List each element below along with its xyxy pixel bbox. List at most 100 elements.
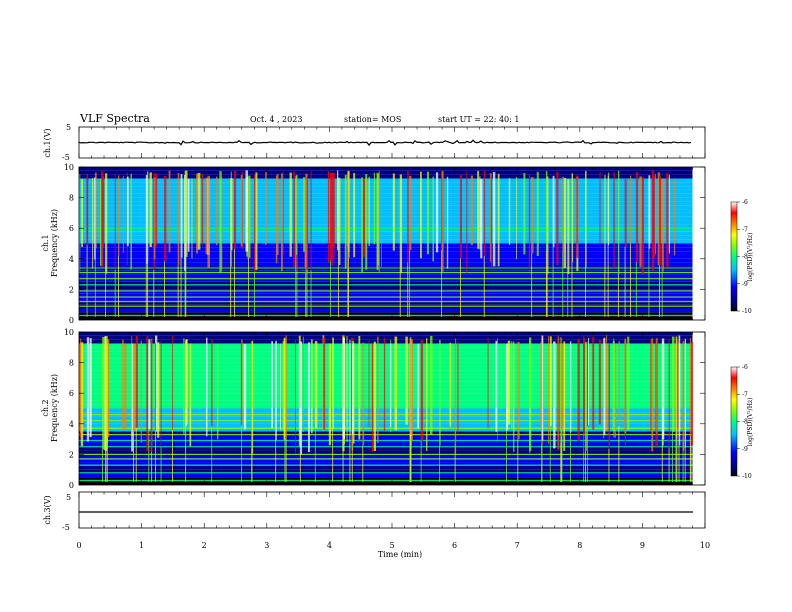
ch1-waveform-line xyxy=(78,139,692,146)
ch1-sferic-streak xyxy=(604,175,606,273)
ch2-sferic-tail xyxy=(351,428,353,482)
ch1-voltage-axis-label: ch.1(V) xyxy=(43,128,52,157)
ch2-sferic-streak xyxy=(690,341,693,446)
ch2-sferic-streak xyxy=(651,338,654,452)
ch1-sferic-streak xyxy=(567,179,570,274)
ch2-sferic-streak xyxy=(405,336,408,425)
ch1-sferic-streak xyxy=(126,176,129,247)
ch2-sferic-streak xyxy=(606,335,608,432)
ch1-sferic-streak xyxy=(528,174,531,272)
ch1-sferic-tail xyxy=(248,258,250,317)
ch1-sferic-streak xyxy=(248,175,251,259)
ch2-spectrogram-band xyxy=(79,332,693,336)
ch1-sferic-streak xyxy=(490,177,493,270)
ch1-sferic-streak xyxy=(629,175,632,245)
ch2-spectrogram-band xyxy=(79,362,693,367)
ch1-sferic-streak xyxy=(409,175,412,251)
ch2-sferic-streak xyxy=(563,341,566,451)
ch1-sferic-streak xyxy=(420,171,422,259)
ch1-sferic-streak xyxy=(639,176,642,267)
ch3-voltage-axis-label: ch.3(V) xyxy=(43,495,52,524)
ch2-sferic-streak xyxy=(102,336,105,450)
ch2-sferic-streak xyxy=(283,338,286,440)
ch1-spectrogram-band xyxy=(79,277,693,282)
ch2-sferic-streak xyxy=(105,336,108,451)
ch2-spectrogram-panel: 0 2 4 6 8 10 ch.2 Frequency (kHz) xyxy=(41,328,706,490)
ch2-spectrogram-band xyxy=(79,339,693,344)
ch1-sferic-streak xyxy=(378,171,380,274)
ch2-spectrogram-band xyxy=(79,442,693,447)
ch2-sferic-streak xyxy=(394,336,398,431)
ch1-sferic-tail xyxy=(546,273,548,317)
ch1-narrowband-line xyxy=(79,296,693,298)
ch1-sferic-streak xyxy=(347,171,350,252)
ch2-sferic-tail xyxy=(251,453,253,482)
ch2-sferic-streak xyxy=(122,339,124,430)
ch2-spectrogram-band xyxy=(79,454,693,459)
ch2-sferic-streak xyxy=(89,338,92,438)
ch2-sferic-tail xyxy=(505,430,507,482)
ch1-frequency-tick-label: 2 xyxy=(69,285,74,294)
ch1-spectrogram-band xyxy=(79,251,693,255)
ch2-spectrogram-band xyxy=(79,431,693,436)
ch2-sferic-streak xyxy=(612,340,615,432)
ch1-sferic-streak xyxy=(177,173,180,266)
ch1-sferic-streak xyxy=(102,175,105,249)
ch2-sferic-tail xyxy=(132,431,134,482)
ch2-sferic-streak xyxy=(377,336,379,444)
ch1-frequency-axis-label: Frequency (kHz) xyxy=(50,209,59,277)
ch2-spectrogram-band xyxy=(79,427,693,432)
ch2-sferic-tail xyxy=(241,423,243,482)
ch2-narrowband-line xyxy=(79,433,693,436)
ch1-sferic-tail xyxy=(86,245,88,317)
ch1-colorbar-scale xyxy=(730,201,738,312)
ch2-sferic-tail xyxy=(454,443,456,482)
ch1-sferic-streak xyxy=(536,171,539,256)
ch1-sferic-tail xyxy=(184,249,186,317)
ch1-narrowband-line xyxy=(79,314,693,317)
ch2-sferic-tail xyxy=(332,428,334,482)
ch2-narrowband-line xyxy=(79,420,693,422)
ch1-sferic-streak xyxy=(295,175,298,255)
ch1-sferic-tail xyxy=(552,247,554,317)
ch1-spectrogram-band xyxy=(79,224,693,229)
ch2-spectrogram-band xyxy=(79,473,693,478)
ch1-frequency-tick-label: 4 xyxy=(69,255,74,264)
ch1-sferic-streak xyxy=(562,176,564,251)
ch2-narrowband-line xyxy=(79,427,693,429)
ch1-sferic-streak xyxy=(516,176,518,260)
ch2-sferic-streak xyxy=(588,338,590,426)
ch1-sferic-streak xyxy=(353,173,356,258)
ch1-sferic-streak xyxy=(376,172,379,271)
ch1-sferic-tail xyxy=(441,250,443,317)
ch1-sferic-streak xyxy=(432,176,434,262)
ch2-sferic-tail xyxy=(684,447,686,482)
ch2-spectrogram-band xyxy=(79,419,693,424)
ch2-sferic-streak xyxy=(409,337,412,435)
ch2-sferic-streak xyxy=(362,342,365,445)
ch2-sferic-streak xyxy=(487,338,489,429)
ch1-narrowband-line xyxy=(79,305,693,307)
ch2-spectrogram-band xyxy=(79,477,693,482)
time-axis-label: Time (min) xyxy=(378,550,422,559)
ch1-spectrogram-band xyxy=(79,262,693,267)
ch2-sferic-streak xyxy=(135,336,138,428)
ch1-sferic-tail xyxy=(604,272,606,317)
ch1-sferic-streak xyxy=(362,178,366,258)
ch2-spectrogram-ticks xyxy=(78,332,706,485)
ch1-frequency-tick-labels: 0 2 4 6 8 10 xyxy=(64,163,705,325)
ch1-sferic-streak xyxy=(651,170,655,272)
ch1-sferic-streak xyxy=(531,176,534,254)
ch2-sferic-tail xyxy=(618,426,620,482)
time-tick-label: 7 xyxy=(515,541,520,550)
ch2-narrowband-line xyxy=(79,446,693,448)
ch2-sferic-streak xyxy=(148,339,151,430)
ch1-sferic-tail xyxy=(295,254,297,317)
ch1-sferic-streak xyxy=(94,177,96,260)
ch1-sferic-streak xyxy=(608,172,610,246)
ch1-sferic-streak xyxy=(479,176,481,250)
ch1-sferic-tail xyxy=(483,255,485,317)
ch2-sferic-streak xyxy=(497,338,498,442)
ch1-spectrogram-band xyxy=(79,174,693,179)
ch1-sferic-tail xyxy=(310,270,312,317)
